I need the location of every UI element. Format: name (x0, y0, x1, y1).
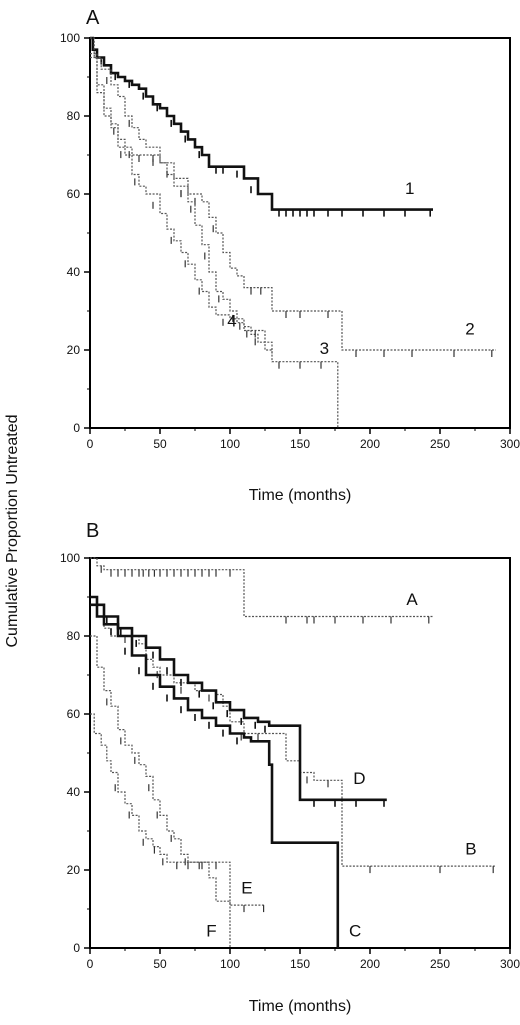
panel-a-x-tick-label: 0 (87, 437, 94, 451)
panel-a-x-tick-label: 50 (153, 437, 167, 451)
panel-b-y-tick-label: 20 (67, 863, 81, 877)
panel-a-series-4-line (90, 56, 273, 354)
panel-a-y-tick-label: 0 (73, 421, 80, 435)
panel-b-series-b-line (90, 596, 496, 867)
panel-b-series-f-label: F (206, 921, 216, 940)
panel-b-series-d-line (90, 603, 387, 802)
panel-b-x-tick-label: 100 (220, 957, 240, 971)
panel-a-x-tick-label: 300 (500, 437, 520, 451)
panel-b-series-e-label: E (241, 878, 252, 897)
panel-a-series-2-label: 2 (465, 319, 474, 338)
panel-b-x-tick-label: 150 (290, 957, 310, 971)
panel-b-y-tick-label: 40 (67, 785, 81, 799)
panel-a-series-1-line (90, 36, 433, 211)
panel-b-chart: B Time (months) 0 50 100 150 200 250 300 0 20 40 6… (60, 520, 520, 1015)
panel-b-series-e-line (90, 635, 265, 906)
panel-b-series-a-label: A (406, 590, 418, 609)
panel-a-x-tick-label: 100 (220, 437, 240, 451)
panel-a-x-tick-label: 150 (290, 437, 310, 451)
panel-b-series-b-label: B (465, 839, 476, 858)
panel-b-series-a-line (90, 557, 433, 618)
panel-a-y-tick-label: 20 (67, 343, 81, 357)
panel-a-y-tick-label: 60 (67, 187, 81, 201)
panel-b-y-tick-label: 0 (73, 941, 80, 955)
panel-b-x-tick-label: 300 (500, 957, 520, 971)
y-axis-title: Cumulative Proportion Untreated (4, 414, 21, 647)
panel-a-series-3-line (90, 53, 339, 428)
panel-b-series-d-label: D (353, 769, 365, 788)
panel-a-series-1-label: 1 (405, 179, 414, 198)
panel-b-x-axis-title: Time (months) (249, 998, 352, 1015)
panel-b-x-tick-label: 250 (430, 957, 450, 971)
panel-b-x-tick-label: 200 (360, 957, 380, 971)
panel-a-series-3-label: 3 (320, 339, 329, 358)
panel-b-series-c-label: C (349, 921, 361, 940)
panel-a-label: A (86, 7, 100, 29)
panel-a-y-tick-label: 40 (67, 265, 81, 279)
panel-b-label: B (86, 520, 99, 542)
panel-a-y-tick-label: 80 (67, 109, 81, 123)
panel-b-x-tick-label: 0 (87, 957, 94, 971)
panel-a-x-axis-title: Time (months) (249, 487, 352, 504)
panel-a-chart: A Time (months) 0 50 100 150 200 250 300 0 20 40 6… (60, 7, 520, 504)
panel-b-y-tick-label: 80 (67, 629, 81, 643)
panel-b-y-tick-label: 60 (67, 707, 81, 721)
panel-a-x-tick-label: 200 (360, 437, 380, 451)
panel-a-y-tick-label: 100 (60, 31, 80, 45)
panel-a-series-4-label: 4 (227, 312, 236, 331)
panel-b-y-tick-label: 100 (60, 551, 80, 565)
panel-b-series-f-line (90, 713, 231, 948)
panel-b-x-tick-label: 50 (153, 957, 167, 971)
panel-a-x-tick-label: 250 (430, 437, 450, 451)
